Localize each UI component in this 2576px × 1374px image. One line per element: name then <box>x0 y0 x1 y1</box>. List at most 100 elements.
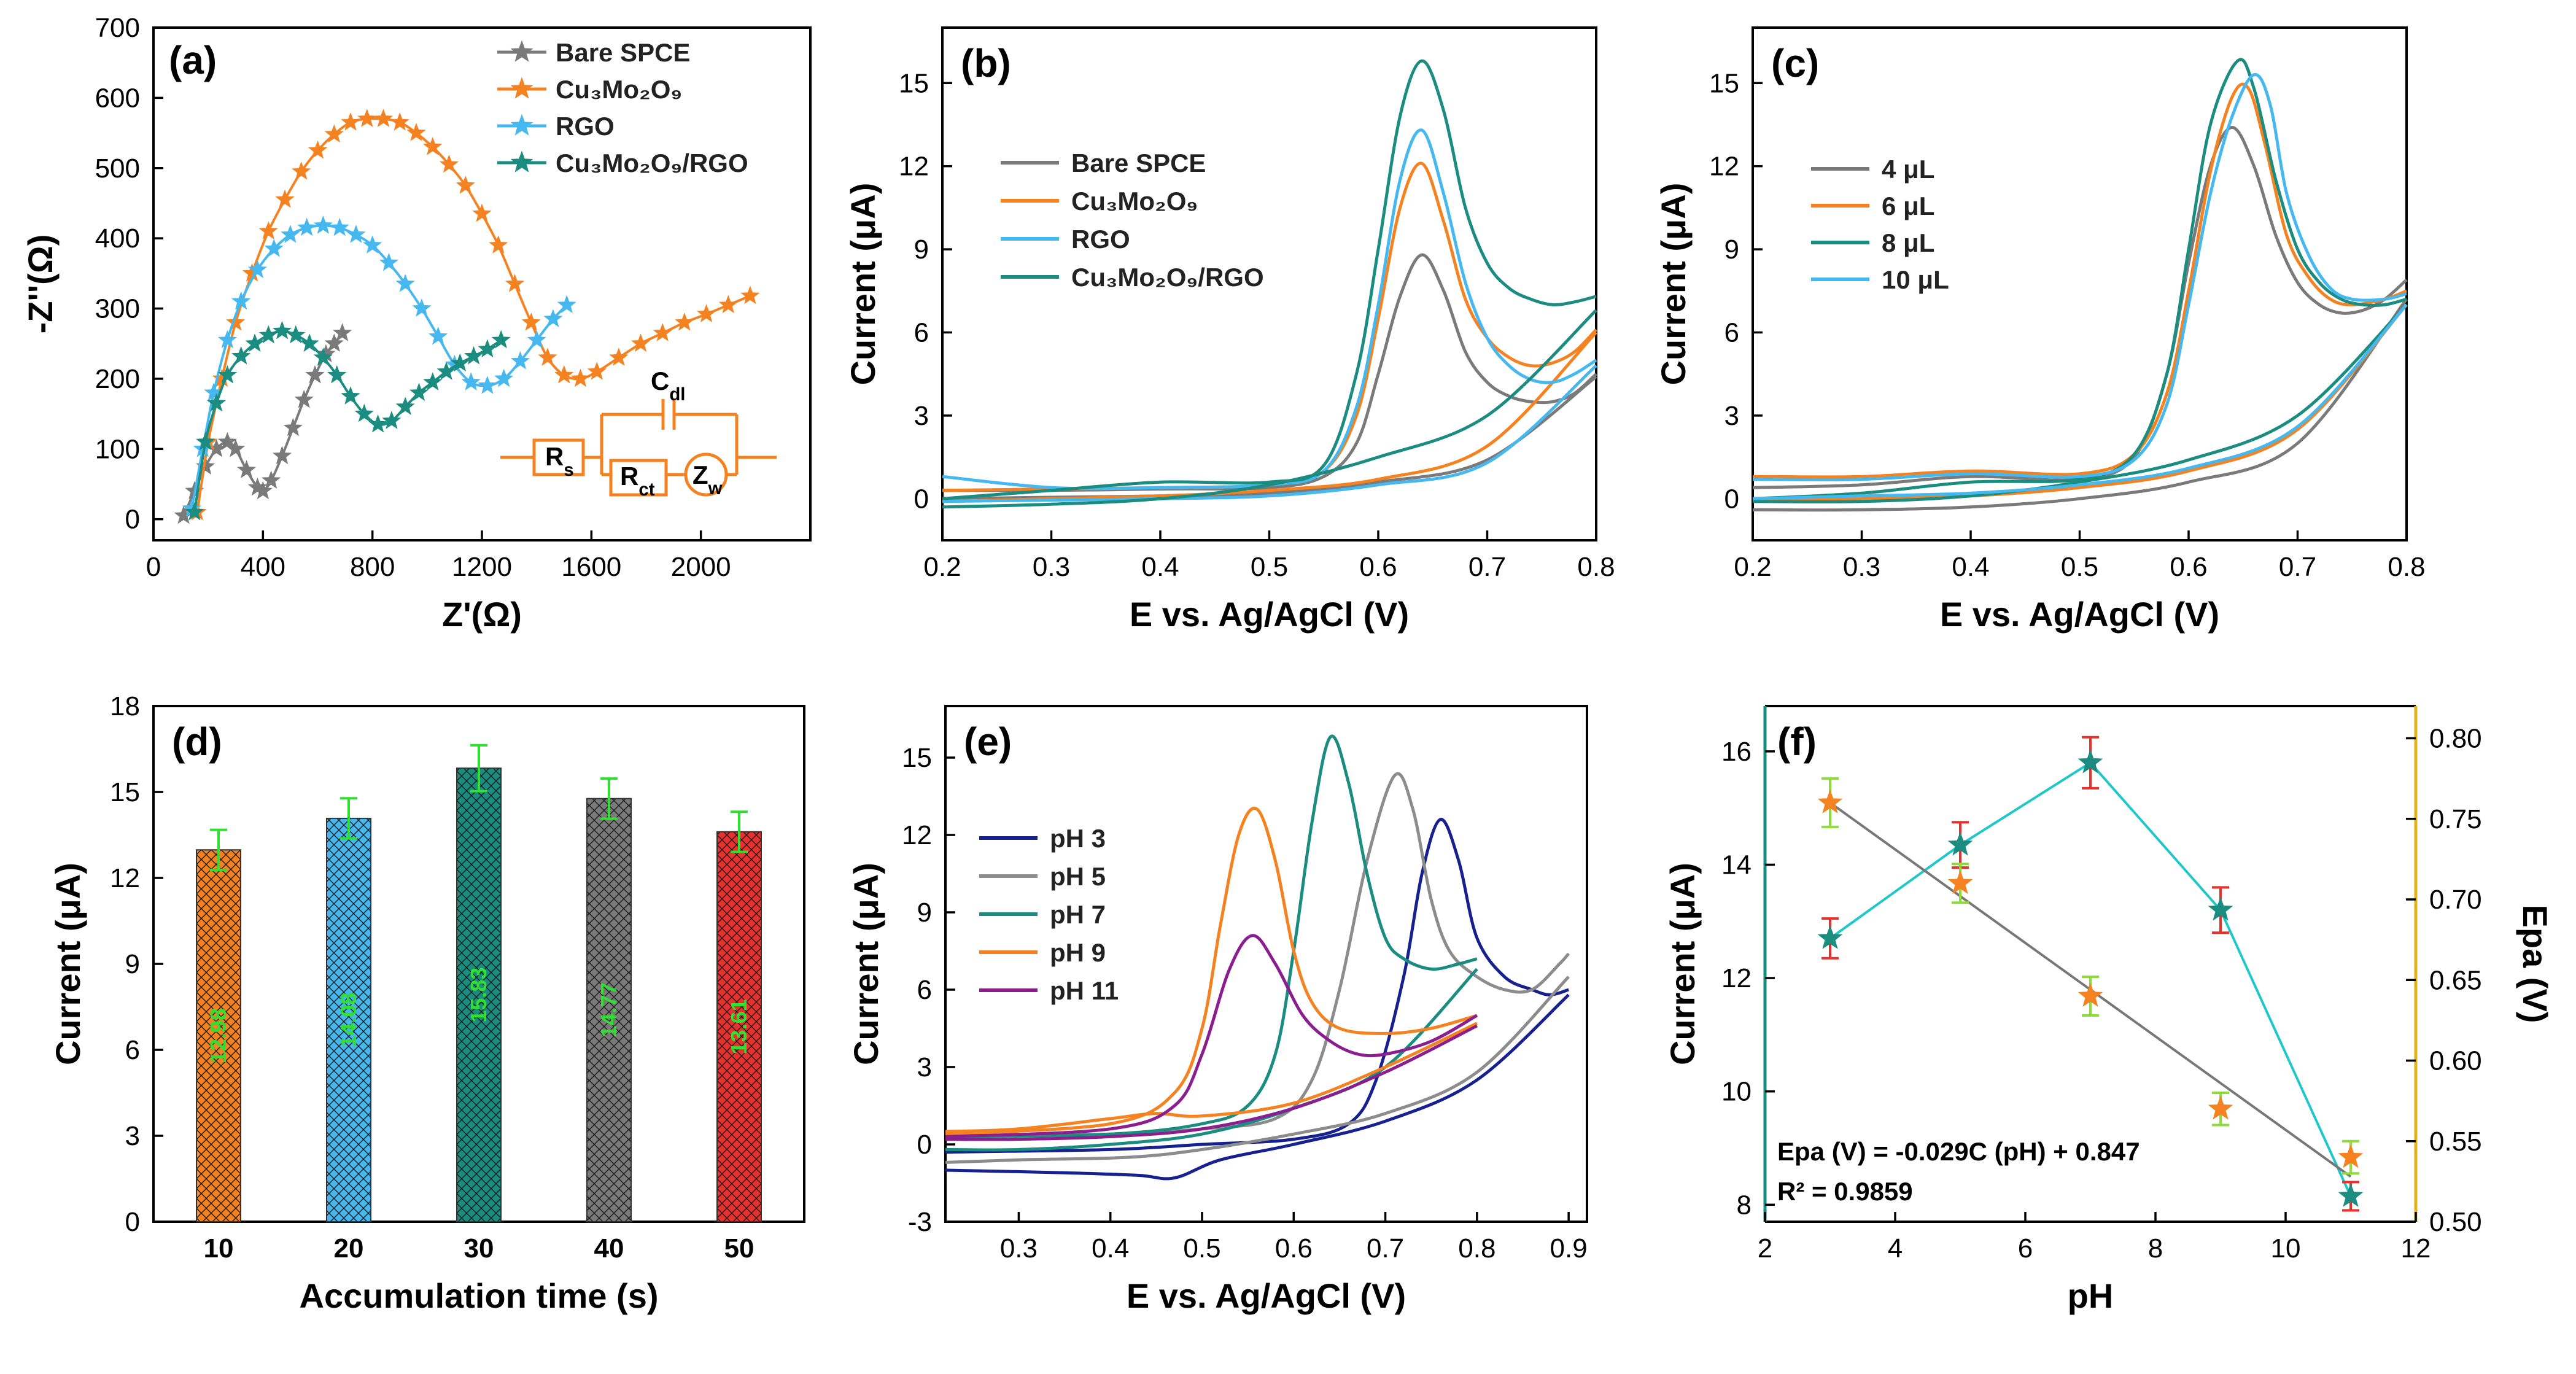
cv-forward-scan <box>1752 125 2408 489</box>
cv-forward-scan <box>1752 82 2407 479</box>
plot-frame <box>941 26 1597 541</box>
data-point <box>245 333 265 352</box>
y-tick-label: 12 <box>110 863 140 893</box>
x-tick-label: 0.6 <box>1359 552 1397 582</box>
epa-point <box>1817 790 1843 813</box>
y2-axis-label: Epa (V) <box>2516 905 2555 1023</box>
x-tick-label: 1600 <box>561 552 621 582</box>
bar <box>326 817 371 1222</box>
data-point <box>373 109 394 127</box>
data-point <box>570 368 591 387</box>
legend-label: Cu₃Mo₂O₉ <box>556 75 682 104</box>
cv-forward-scan <box>942 128 1597 491</box>
bar-value-label: 13.61 <box>726 999 751 1054</box>
data-point <box>406 123 426 141</box>
panel-e: 0.3 0.4 0.5 0.6 0.7 0.8 0.9 -3 0 3 6 9 12 15 E vs. Ag/… <box>847 705 1588 1315</box>
data-point <box>264 238 284 257</box>
data-point <box>464 346 484 365</box>
x-tick-label: 50 <box>724 1233 755 1263</box>
x-tick-label: 0.2 <box>923 552 961 582</box>
panel-c: 0.2 0.3 0.4 0.5 0.6 0.7 0.8 0 3 6 9 12 15 E vs. Ag/Ag… <box>1654 26 2426 634</box>
y-tick-label: 6 <box>125 1035 140 1065</box>
x-tick-label: 40 <box>594 1233 624 1263</box>
x-tick-label: 2 <box>1758 1233 1772 1263</box>
x-tick-label: 0.6 <box>1275 1233 1313 1263</box>
legend-label: Cu₃Mo₂O₉/RGO <box>556 149 748 177</box>
x-axis-label: E vs. Ag/AgCl (V) <box>1130 595 1409 634</box>
x-tick-label: 2000 <box>671 552 731 582</box>
panel-label: (e) <box>964 720 1012 764</box>
x-tick-label: 0.8 <box>2388 552 2425 582</box>
y-tick-label: 10 <box>1721 1077 1752 1107</box>
plot-frame <box>1752 26 2408 541</box>
y2-tick-label: 0.80 <box>2429 724 2482 754</box>
x-tick-label: 0.8 <box>1577 552 1615 582</box>
y-tick-label: 8 <box>1737 1190 1752 1220</box>
bar-value-label: 14.77 <box>596 982 621 1038</box>
y2-tick-label: 0.50 <box>2429 1207 2482 1237</box>
legend-label: pH 3 <box>1050 824 1106 853</box>
y-tick-label: 9 <box>125 949 140 979</box>
data-point <box>423 137 443 155</box>
fit-r-squared: R² = 0.9859 <box>1777 1177 1913 1206</box>
cv-forward-scan <box>945 807 1478 1136</box>
y-tick-label: 6 <box>917 975 932 1005</box>
cv-reverse-scan <box>945 1024 1478 1141</box>
data-point <box>275 189 295 208</box>
y-tick-label: 15 <box>110 777 140 807</box>
y-tick-label: -3 <box>908 1207 932 1237</box>
data-point <box>300 333 319 352</box>
data-point <box>395 274 415 292</box>
y-tick-label: 15 <box>1709 68 1739 98</box>
x-tick-label: 0.2 <box>1734 552 1771 582</box>
data-point <box>294 389 314 408</box>
y-tick-label: 3 <box>917 1052 932 1082</box>
bar <box>196 849 241 1223</box>
data-point <box>346 224 366 243</box>
current-point <box>2208 896 2233 921</box>
current-point <box>1947 831 1973 856</box>
y2-tick-label: 0.55 <box>2429 1127 2482 1157</box>
x-tick-label: 0.5 <box>1183 1233 1220 1263</box>
data-point <box>258 221 278 239</box>
data-point <box>226 438 246 457</box>
y2-tick-label: 0.65 <box>2429 965 2482 995</box>
cv-forward-scan <box>942 59 1597 500</box>
x-tick-label: 0.7 <box>1367 1233 1404 1263</box>
y-tick-label: 700 <box>95 13 140 43</box>
data-point <box>231 346 251 365</box>
y-tick-label: 3 <box>125 1121 140 1151</box>
data-point <box>543 309 563 327</box>
epa-point <box>2077 983 2103 1007</box>
data-point <box>554 365 574 384</box>
circuit-inset <box>500 399 777 497</box>
x-tick-label: 1200 <box>452 552 512 582</box>
data-point <box>330 217 349 236</box>
data-point <box>675 312 694 331</box>
y-axis-label: -Z''(Ω) <box>21 235 60 334</box>
x-axis-label: pH <box>2068 1276 2114 1315</box>
legend-label: pH 9 <box>1050 938 1106 967</box>
panel-label: (a) <box>169 38 217 82</box>
cv-forward-scan <box>945 734 1478 1138</box>
panel-label: (b) <box>961 41 1011 85</box>
data-point <box>313 347 333 366</box>
y-tick-label: 15 <box>902 743 932 773</box>
x-tick-label: 12 <box>2401 1233 2431 1263</box>
x-tick-label: 0.3 <box>1033 552 1070 582</box>
cv-reverse-scan <box>1752 303 2408 503</box>
data-point <box>382 411 402 429</box>
cv-reverse-scan <box>945 993 1570 1181</box>
current-point <box>2338 1183 2364 1207</box>
data-point <box>363 235 382 254</box>
data-point <box>412 298 432 317</box>
data-point <box>327 365 347 384</box>
data-point <box>308 140 328 159</box>
cv-reverse-scan <box>1752 298 2408 512</box>
data-point <box>456 175 475 194</box>
epa-point <box>2208 1095 2233 1120</box>
legend-marker <box>510 77 533 99</box>
y-axis-label: Current (μA) <box>844 183 882 386</box>
cv-forward-scan <box>945 934 1478 1138</box>
data-point <box>510 351 530 370</box>
